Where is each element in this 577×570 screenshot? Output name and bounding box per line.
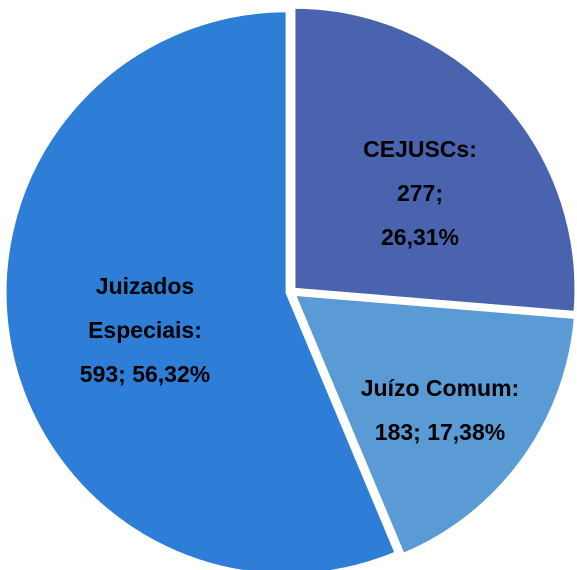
- data-label: Juízo Comum:: [361, 375, 519, 401]
- pie-slice: [291, 292, 577, 557]
- data-label: 183; 17,38%: [375, 419, 505, 445]
- data-label: 593; 56,32%: [80, 361, 210, 387]
- pie-slice: [3, 9, 399, 570]
- data-label: Juizados: [96, 273, 194, 299]
- data-label: 26,31%: [381, 224, 459, 250]
- data-label: Especiais:: [88, 317, 202, 343]
- data-label: 277;: [397, 180, 443, 206]
- pie-slice: [292, 5, 577, 315]
- data-label: CEJUSCs:: [363, 136, 477, 162]
